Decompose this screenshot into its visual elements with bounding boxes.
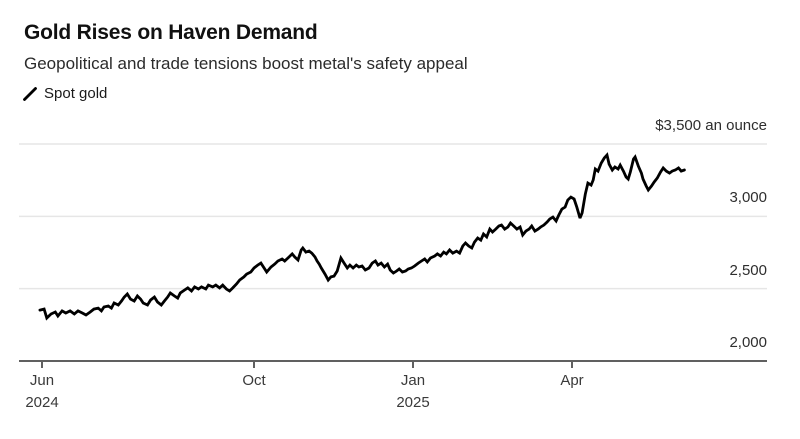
page-title: Gold Rises on Haven Demand	[24, 21, 318, 44]
y-axis-label-2500: 2,500	[729, 261, 767, 279]
x-axis-year-label-2024: 2024	[25, 394, 59, 411]
spot-gold-line	[38, 152, 686, 321]
y-axis-label-2000: 2,000	[729, 334, 767, 351]
x-axis-label-Oct: Oct	[242, 372, 266, 389]
x-axis-label-Jun: Jun	[29, 372, 55, 389]
x-axis-label-Apr: Apr	[560, 372, 584, 389]
x-axis-label-Jan: Jan	[400, 372, 426, 389]
legend-series-label: Spot gold	[44, 85, 108, 102]
page-subtitle: Geopolitical and trade tensions boost me…	[24, 54, 468, 73]
y-axis-label-3500: $3,500 an ounce	[655, 117, 767, 134]
x-axis-year-label-2025: 2025	[396, 394, 430, 411]
y-axis-label-3000: 3,000	[729, 189, 767, 207]
legend: Spot gold	[23, 85, 107, 102]
line-series-marker-icon	[23, 86, 37, 101]
